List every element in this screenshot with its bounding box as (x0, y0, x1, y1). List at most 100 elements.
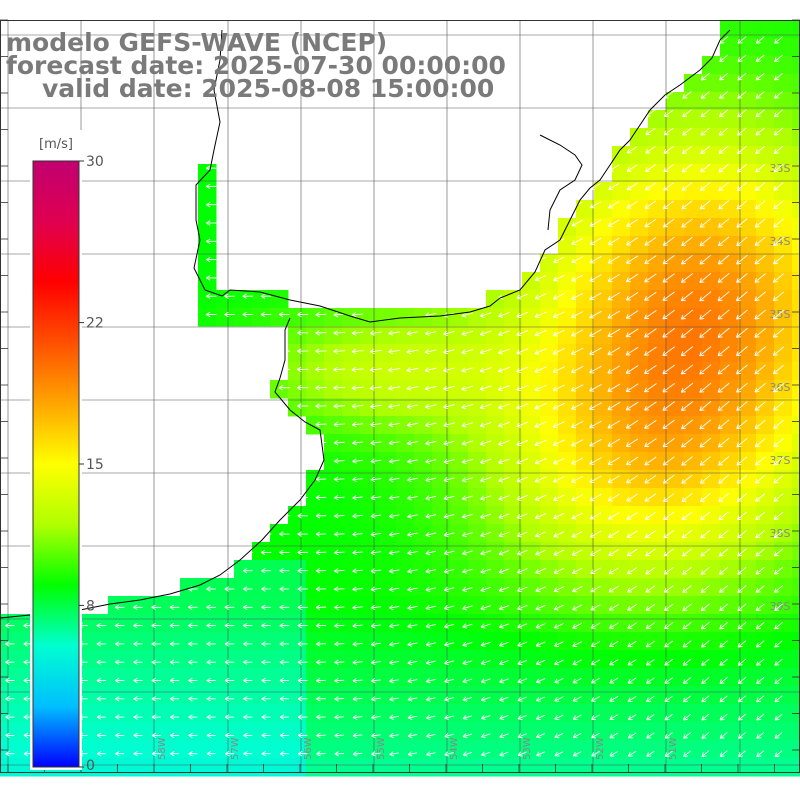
wind-cell (432, 416, 451, 435)
wind-cell (414, 452, 433, 471)
wind-arrow (773, 91, 784, 99)
wind-arrow (664, 658, 674, 666)
wind-arrow (608, 201, 620, 209)
wind-arrow (297, 604, 308, 611)
wind-cell (432, 596, 451, 615)
wind-cell (522, 596, 541, 615)
wind-arrow (224, 714, 235, 720)
wind-arrow (261, 622, 271, 629)
wind-arrow (736, 145, 747, 155)
wind-arrow (133, 732, 143, 739)
wind-arrow (297, 311, 309, 318)
wind-cell (666, 488, 685, 507)
wind-arrow (479, 385, 492, 392)
wind-cell (684, 290, 703, 309)
wind-cell (306, 506, 325, 525)
wind-arrow (719, 658, 728, 666)
wind-cell (468, 632, 487, 651)
wind-cell (468, 344, 487, 363)
wind-speed-field (0, 20, 800, 777)
wind-arrow (534, 275, 547, 282)
wind-arrow (736, 493, 748, 502)
wind-arrow (315, 366, 327, 373)
wind-arrow (644, 310, 657, 320)
wind-cell (486, 614, 505, 633)
wind-cell (720, 470, 739, 489)
wind-cell (324, 668, 343, 687)
wind-cell (162, 596, 181, 615)
wind-arrow (755, 72, 765, 81)
wind-arrow (96, 641, 107, 647)
wind-cell (648, 146, 667, 165)
wind-arrow (407, 696, 418, 702)
wind-cell (414, 542, 433, 561)
wind-cell (432, 524, 451, 543)
wind-arrow (114, 641, 125, 647)
wind-arrow (315, 311, 327, 318)
wind-cell (450, 524, 469, 543)
wind-arrow (754, 327, 767, 338)
wind-cell (666, 704, 685, 723)
wind-arrow (717, 364, 730, 375)
wind-cell (342, 650, 361, 669)
wind-arrow (645, 127, 656, 136)
wind-arrow (571, 494, 584, 502)
wind-cell (414, 596, 433, 615)
wind-arrow (388, 330, 400, 336)
wind-cell (666, 758, 685, 777)
wind-cell (504, 344, 523, 363)
wind-arrow (534, 457, 547, 465)
wind-arrow (425, 568, 437, 574)
wind-cell (198, 686, 217, 705)
wind-cell (792, 236, 800, 255)
wind-cell (468, 686, 487, 705)
wind-cell (684, 218, 703, 237)
wind-arrow (516, 366, 529, 373)
wind-arrow (644, 346, 657, 356)
wind-arrow (754, 309, 767, 320)
wind-cell (450, 398, 469, 417)
wind-cell (630, 182, 649, 201)
wind-cell (198, 290, 217, 309)
wind-cell (630, 668, 649, 687)
wind-arrow (534, 293, 547, 300)
wind-cell (288, 668, 307, 687)
wind-arrow (352, 641, 363, 647)
wind-cell (756, 344, 775, 363)
wind-cell (594, 254, 613, 273)
wind-arrow (462, 733, 473, 739)
wind-cell (684, 74, 703, 93)
wind-arrow (388, 348, 401, 355)
wind-arrow (188, 750, 198, 757)
wind-cell (306, 326, 325, 345)
wind-cell (594, 722, 613, 741)
wind-cell (756, 704, 775, 723)
wind-arrow (535, 623, 546, 629)
wind-arrow (626, 548, 638, 557)
wind-arrow (737, 677, 747, 685)
wind-cell (738, 740, 757, 759)
wind-arrow (552, 439, 565, 447)
wind-cell (738, 668, 757, 687)
wind-arrow (663, 493, 675, 502)
wind-cell (342, 614, 361, 633)
wind-arrow (554, 696, 564, 702)
wind-arrow (755, 548, 765, 557)
wind-cell (720, 344, 739, 363)
wind-cell (216, 722, 235, 741)
wind-arrow (260, 549, 272, 556)
wind-arrow (498, 385, 510, 392)
wind-arrow (681, 163, 693, 173)
wind-cell (144, 668, 163, 687)
wind-cell (612, 758, 631, 777)
wind-cell (558, 650, 577, 669)
wind-cell (666, 578, 685, 597)
wind-cell (756, 272, 775, 291)
wind-arrow (480, 550, 492, 556)
wind-cell (720, 38, 739, 57)
wind-cell (504, 470, 523, 489)
wind-cell (720, 146, 739, 165)
wind-arrow (717, 272, 730, 283)
wind-cell (738, 416, 757, 435)
wind-cell (288, 380, 307, 399)
